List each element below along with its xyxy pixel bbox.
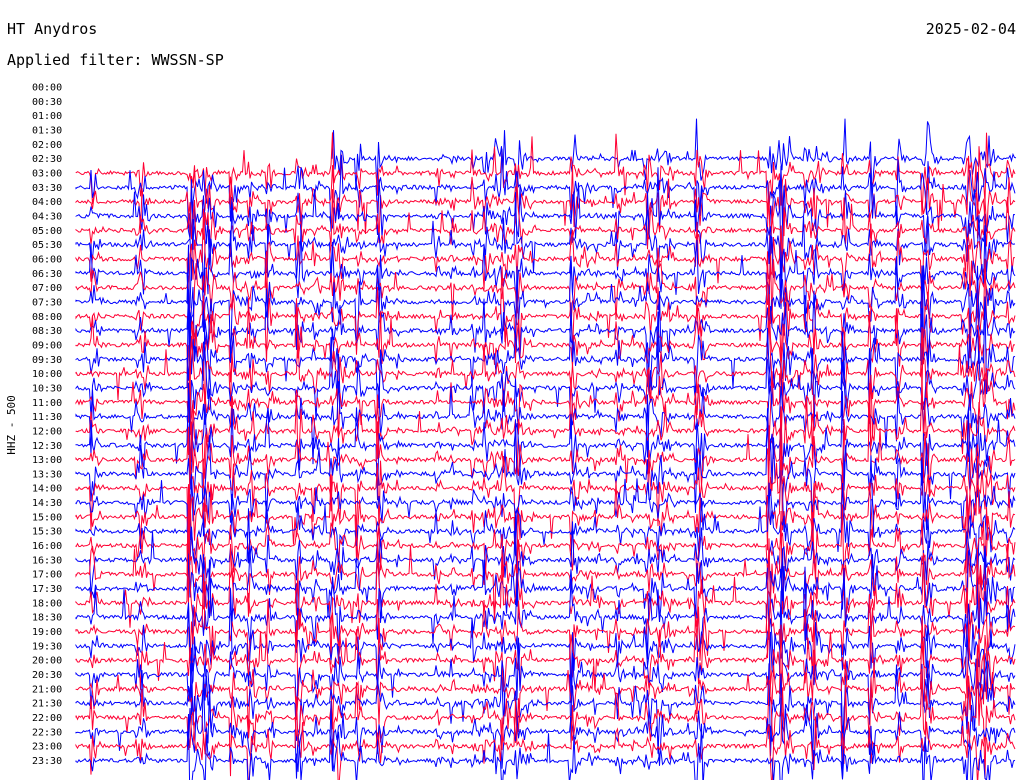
trace-row-06:00	[75, 208, 1016, 317]
row-label: 01:00	[32, 111, 62, 122]
row-label: 05:30	[32, 240, 62, 251]
row-label: 15:00	[32, 512, 62, 523]
row-label: 09:00	[32, 340, 62, 351]
row-label: 05:00	[32, 226, 62, 237]
row-label: 08:00	[32, 312, 62, 323]
trace-row-23:00	[75, 687, 1016, 780]
row-label: 06:00	[32, 254, 62, 265]
row-label: 11:30	[32, 412, 62, 423]
row-label: 02:30	[32, 154, 62, 165]
trace-row-20:30	[75, 590, 1016, 743]
row-label: 03:30	[32, 183, 62, 194]
row-label: 12:30	[32, 441, 62, 452]
trace-row-20:00	[75, 614, 1016, 701]
row-label: 10:30	[32, 383, 62, 394]
trace-row-02:30	[331, 118, 1017, 202]
row-label: 22:00	[32, 713, 62, 724]
row-label: 01:30	[32, 125, 62, 136]
row-label: 13:00	[32, 455, 62, 466]
row-label: 07:00	[32, 283, 62, 294]
row-label: 18:00	[32, 598, 62, 609]
trace-row-11:00	[75, 360, 1016, 463]
row-label: 12:00	[32, 426, 62, 437]
row-label: 03:00	[32, 168, 62, 179]
trace-row-13:00	[75, 398, 1016, 512]
row-label: 15:30	[32, 527, 62, 538]
row-label: 21:00	[32, 684, 62, 695]
row-label: 20:00	[32, 656, 62, 667]
trace-row-04:00	[75, 155, 1016, 250]
station-title: HT Anydros	[7, 20, 98, 38]
row-label: 14:30	[32, 498, 62, 509]
row-label: 16:00	[32, 541, 62, 552]
filter-label: Applied filter: WWSSN-SP	[7, 51, 224, 69]
trace-row-07:00	[75, 244, 1016, 342]
row-label: 22:30	[32, 727, 62, 738]
row-label: 09:30	[32, 355, 62, 366]
trace-row-12:30	[75, 382, 1016, 501]
trace-row-03:00	[75, 132, 1016, 239]
row-label: 17:30	[32, 584, 62, 595]
row-label: 10:00	[32, 369, 62, 380]
trace-row-21:00	[75, 615, 1016, 739]
trace-row-13:30	[75, 407, 1016, 537]
row-label: 13:30	[32, 469, 62, 480]
trace-row-08:30	[75, 265, 1016, 387]
trace-row-04:30	[75, 165, 1015, 265]
trace-row-16:00	[75, 485, 1016, 605]
row-label: 02:00	[32, 140, 62, 151]
row-label: 17:00	[32, 570, 62, 581]
trace-row-10:30	[75, 289, 1016, 439]
trace-row-14:00	[75, 425, 1016, 556]
trace-row-08:00	[75, 251, 1016, 365]
trace-group	[75, 118, 1017, 780]
row-label: 16:30	[32, 555, 62, 566]
row-label: 19:30	[32, 641, 62, 652]
row-label: 08:30	[32, 326, 62, 337]
row-label-group: 00:00 00:30 01:00 01:30 02:00 02:30 03:00 03:30…	[32, 83, 62, 768]
row-label: 00:30	[32, 97, 62, 108]
row-label: 07:30	[32, 297, 62, 308]
trace-row-06:30	[75, 225, 1016, 329]
trace-row-09:30	[75, 298, 1016, 424]
row-label: 19:00	[32, 627, 62, 638]
row-label: 14:00	[32, 484, 62, 495]
trace-row-15:30	[75, 482, 1016, 603]
row-label: 04:00	[32, 197, 62, 208]
row-label: 11:00	[32, 398, 62, 409]
row-label: 06:30	[32, 269, 62, 280]
trace-row-14:30	[75, 455, 1016, 584]
trace-row-18:00	[75, 507, 1016, 665]
trace-row-19:30	[75, 589, 1016, 697]
row-label: 00:00	[32, 83, 62, 94]
trace-row-17:30	[75, 538, 1016, 642]
row-label: 20:30	[32, 670, 62, 681]
row-label: 23:00	[32, 742, 62, 753]
trace-row-22:00	[75, 652, 1016, 780]
row-label: 21:30	[32, 699, 62, 710]
trace-row-12:00	[75, 376, 1016, 489]
plot-date: 2025-02-04	[925, 20, 1016, 38]
row-label: 23:30	[32, 756, 62, 767]
row-label: 18:30	[32, 613, 62, 624]
trace-row-10:00	[75, 320, 1016, 450]
trace-row-15:00	[75, 418, 1016, 579]
trace-row-21:30	[75, 653, 1016, 775]
trace-row-05:30	[75, 191, 1016, 293]
row-label: 04:30	[32, 211, 62, 222]
trace-row-22:30	[75, 675, 1016, 780]
y-axis-label: HHZ - 500	[5, 395, 18, 455]
trace-row-17:00	[75, 484, 1016, 624]
trace-row-23:30	[75, 700, 1016, 780]
